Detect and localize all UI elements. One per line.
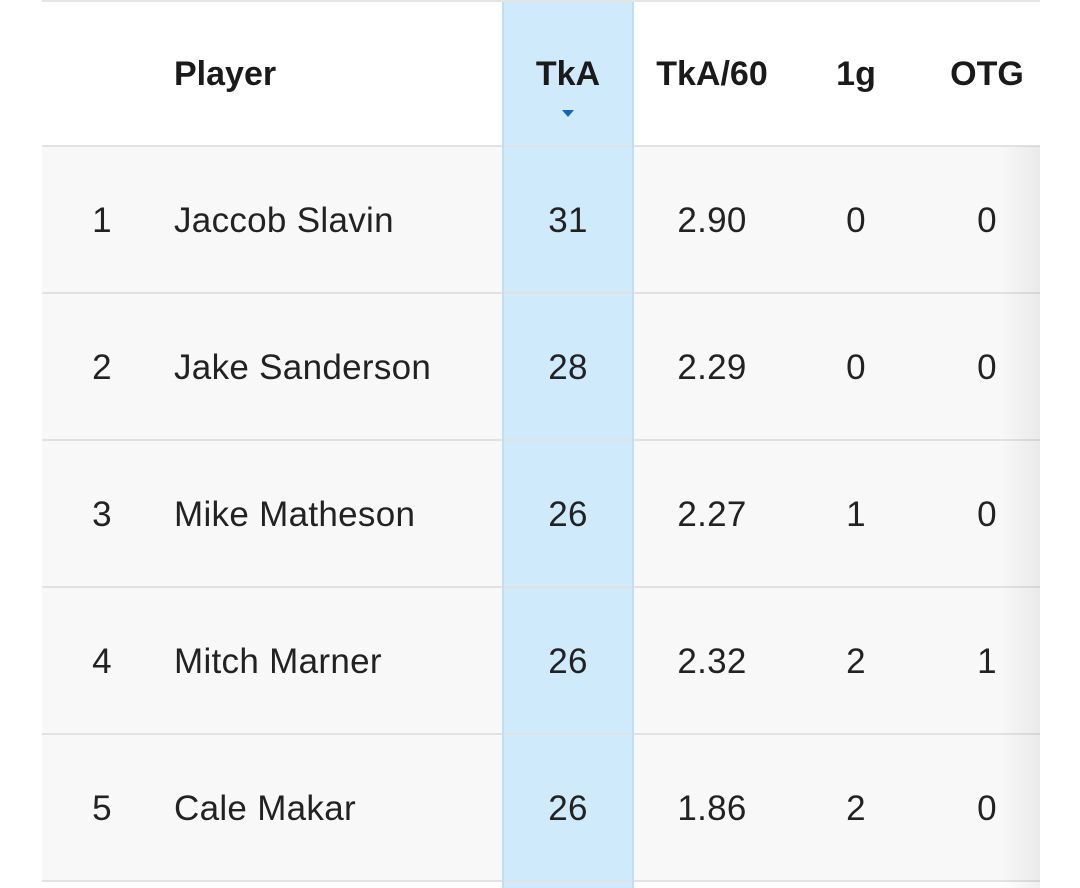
rank-cell: 2 [92, 347, 112, 387]
header-tka[interactable]: TkA [535, 54, 601, 93]
header-player[interactable]: Player [174, 54, 277, 93]
1g-cell: 2 [846, 788, 866, 828]
sorted-column-edge [632, 2, 634, 888]
otg-cell: 1 [977, 641, 997, 681]
rank-cell: 5 [92, 788, 112, 828]
tka-per-60-cell: 2.29 [677, 347, 747, 387]
rank-cell: 3 [92, 494, 112, 534]
sorted-cell-highlight [503, 147, 633, 294]
tka-per-60-cell: 2.32 [677, 641, 747, 681]
tka-cell: 28 [548, 347, 588, 387]
row-divider [42, 292, 1040, 294]
player-name[interactable]: Mitch Marner [174, 641, 382, 681]
table-row[interactable]: 3 Mike Matheson 26 2.27 1 0 [42, 441, 1040, 588]
otg-cell: 0 [977, 788, 997, 828]
sorted-cell-highlight [503, 588, 633, 735]
header-otg[interactable]: OTG [950, 54, 1024, 93]
row-divider [42, 880, 1040, 882]
row-divider [42, 733, 1040, 735]
tka-cell: 26 [548, 788, 588, 828]
otg-cell: 0 [977, 494, 997, 534]
horizontal-scroll-shadow [1000, 146, 1040, 888]
sorted-cell-highlight [503, 441, 633, 588]
tka-per-60-cell: 2.27 [677, 494, 747, 534]
header-1g[interactable]: 1g [836, 54, 876, 93]
player-name[interactable]: Jake Sanderson [174, 347, 432, 387]
rank-cell: 4 [92, 641, 112, 681]
header-tka-per-60[interactable]: TkA/60 [656, 54, 768, 93]
rank-cell: 1 [92, 200, 112, 240]
tka-cell: 26 [548, 641, 588, 681]
tka-per-60-cell: 1.86 [677, 788, 747, 828]
tka-per-60-cell: 2.90 [677, 200, 747, 240]
otg-cell: 0 [977, 200, 997, 240]
1g-cell: 0 [846, 200, 866, 240]
player-stats-table: Player TkA TkA/60 1g OTG 1 Jaccob Slavin… [42, 0, 1040, 888]
table-row[interactable]: 5 Cale Makar 26 1.86 2 0 [42, 735, 1040, 882]
row-divider [42, 439, 1040, 441]
1g-cell: 0 [846, 347, 866, 387]
row-divider [42, 586, 1040, 588]
table-top-border [42, 0, 1040, 2]
otg-cell: 0 [977, 347, 997, 387]
header-divider [42, 145, 1040, 147]
header-rank [42, 2, 162, 146]
sorted-cell-highlight [503, 735, 633, 882]
player-name[interactable]: Mike Matheson [174, 494, 416, 534]
table-header: Player TkA TkA/60 1g OTG [42, 2, 1040, 146]
table-row[interactable]: 4 Mitch Marner 26 2.32 2 1 [42, 588, 1040, 735]
table-row[interactable]: 2 Jake Sanderson 28 2.29 0 0 [42, 294, 1040, 441]
sorted-header-highlight [503, 2, 633, 146]
tka-cell: 26 [548, 494, 588, 534]
player-name[interactable]: Jaccob Slavin [174, 200, 394, 240]
1g-cell: 1 [846, 494, 866, 534]
sorted-cell-highlight [503, 294, 633, 441]
sort-descending-icon[interactable] [562, 110, 574, 117]
player-name[interactable]: Cale Makar [174, 788, 356, 828]
table-row[interactable]: 1 Jaccob Slavin 31 2.90 0 0 [42, 147, 1040, 294]
1g-cell: 2 [846, 641, 866, 681]
sorted-column-edge [502, 2, 504, 888]
tka-cell: 31 [548, 200, 588, 240]
